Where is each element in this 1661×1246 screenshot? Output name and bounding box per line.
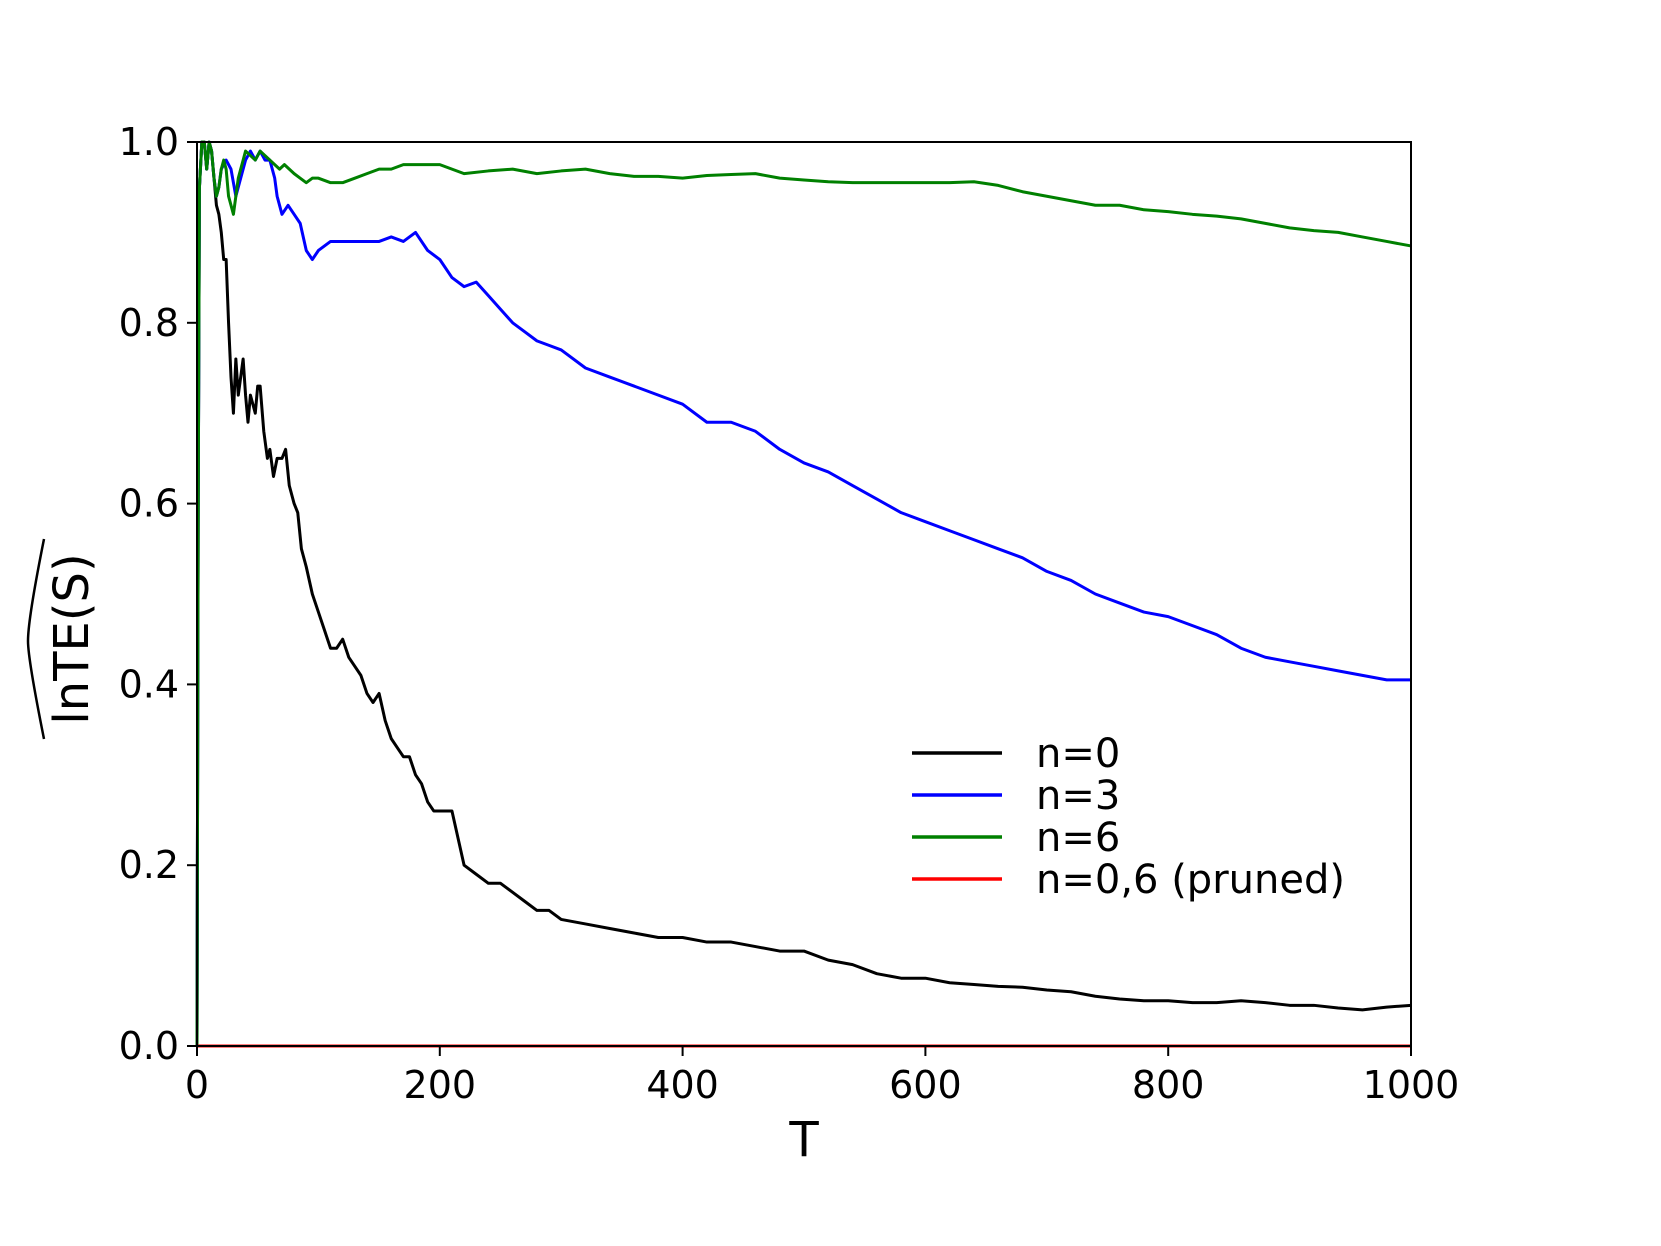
y-axis-title-hat [26,538,46,740]
y-tick-label: 0.2 [119,843,179,887]
y-tick-label: 0.0 [119,1024,179,1068]
x-axis-title: T [788,1112,819,1168]
y-tick-label: 1.0 [119,120,179,164]
x-tick-label: 0 [185,1063,209,1107]
y-tick-label: 0.6 [119,482,179,526]
x-tick-label: 1000 [1363,1063,1460,1107]
legend-label: n=0 [1036,731,1120,777]
y-axis-title: lnTE(S) [44,553,100,724]
legend-label: n=3 [1036,773,1120,819]
x-tick-label: 800 [1132,1063,1205,1107]
y-tick-label: 0.4 [119,662,179,706]
legend-label: n=0,6 (pruned) [1036,857,1345,903]
series-line-0 [195,140,1412,1047]
x-axis: 0 200 400 600 800 1000 [185,1046,1459,1107]
series-line-2 [195,140,1412,1047]
y-tick-label: 0.8 [119,301,179,345]
x-tick-label: 400 [646,1063,719,1107]
x-tick-label: 600 [889,1063,962,1107]
plot-frame [196,141,1412,1047]
plot-area [197,142,1411,1046]
legend: n=0n=3n=6n=0,6 (pruned) [912,731,1345,903]
x-tick-label: 200 [404,1063,477,1107]
legend-label: n=6 [1036,815,1120,861]
y-axis: 0.0 0.2 0.4 0.6 0.8 1.0 [119,120,197,1068]
y-axis-title-group: lnTE(S) [26,538,100,740]
